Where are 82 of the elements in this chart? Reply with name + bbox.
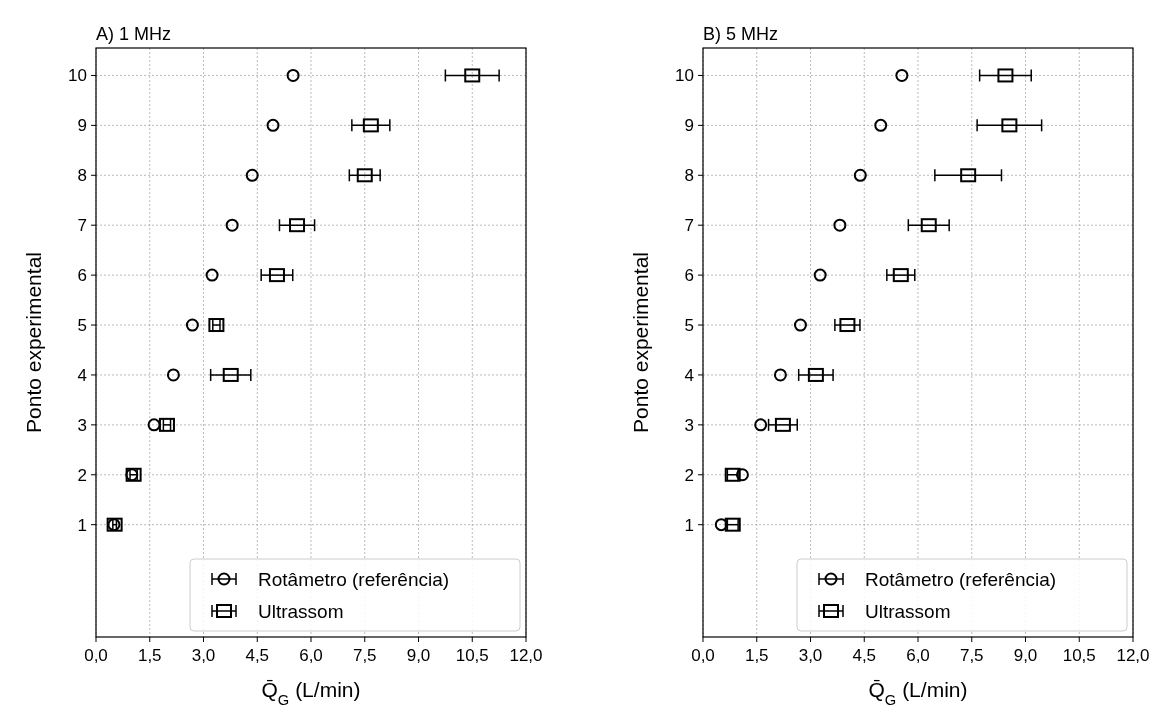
point xyxy=(268,268,285,283)
point xyxy=(997,68,1014,83)
point xyxy=(205,268,219,282)
x-axis-title: Q̄$_{G}$ (L/min) xyxy=(868,678,968,708)
point xyxy=(222,367,239,382)
point xyxy=(754,418,768,432)
point xyxy=(245,168,259,182)
y-tick-label: 1 xyxy=(77,515,87,535)
y-tick-label: 3 xyxy=(684,415,694,435)
point xyxy=(289,218,306,233)
point xyxy=(356,168,373,183)
y-tick-label: 9 xyxy=(684,116,694,136)
x-tick-label: 9,0 xyxy=(406,646,431,665)
legend-label: Ultrassom xyxy=(865,601,951,622)
y-tick-label: 8 xyxy=(77,166,87,186)
y-tick-label: 6 xyxy=(684,266,694,286)
point xyxy=(147,418,161,432)
legend-label: Rotâmetro (referência) xyxy=(865,569,1057,590)
point xyxy=(920,218,937,233)
x-axis-title: Q̄$_{G}$ (L/min) xyxy=(261,678,361,708)
point xyxy=(773,368,787,382)
y-tick-label: 7 xyxy=(77,216,87,236)
point xyxy=(892,268,909,283)
point xyxy=(158,417,175,432)
point xyxy=(813,268,827,282)
point xyxy=(185,318,199,332)
x-tick-label: 1,5 xyxy=(137,646,162,665)
y-tick-label: 3 xyxy=(77,415,87,435)
x-tick-label: 0,0 xyxy=(84,646,108,665)
point xyxy=(793,318,807,332)
point xyxy=(853,168,867,182)
y-tick-label: 4 xyxy=(77,365,87,385)
y-tick-label: 2 xyxy=(77,465,87,485)
x-tick-label: 9,0 xyxy=(1013,646,1038,665)
x-tick-label: 3,0 xyxy=(798,646,823,665)
y-tick-label: 9 xyxy=(77,116,87,136)
point xyxy=(774,417,791,432)
point xyxy=(1001,118,1018,133)
chart-title: B) 5 MHz xyxy=(703,24,779,44)
point xyxy=(286,68,300,82)
point xyxy=(714,518,728,532)
y-tick-label: 5 xyxy=(684,316,694,336)
y-tick-label: 6 xyxy=(77,266,87,286)
x-tick-label: 10,5 xyxy=(1062,646,1096,665)
y-tick-label: 2 xyxy=(684,465,694,485)
y-tick-label: 5 xyxy=(77,316,87,336)
x-tick-label: 7,5 xyxy=(352,646,377,665)
y-tick-label: 7 xyxy=(684,216,694,236)
x-tick-label: 12,0 xyxy=(1116,646,1150,665)
y-tick-label: 10 xyxy=(68,66,87,86)
y-axis-title: Ponto experimental xyxy=(629,252,652,433)
x-tick-label: 7,5 xyxy=(959,646,984,665)
point xyxy=(839,318,856,333)
chart-title: A) 1 MHz xyxy=(96,24,172,44)
legend-label: Rotâmetro (referência) xyxy=(258,569,450,590)
point xyxy=(807,367,824,382)
legend-label: Ultrassom xyxy=(258,601,344,622)
point xyxy=(266,118,280,132)
y-tick-label: 8 xyxy=(684,166,694,186)
point xyxy=(735,468,749,482)
point xyxy=(362,118,379,133)
point xyxy=(895,68,909,82)
x-tick-label: 4,5 xyxy=(245,646,270,665)
x-tick-label: 3,0 xyxy=(191,646,216,665)
point xyxy=(225,218,239,232)
point xyxy=(833,218,847,232)
y-tick-label: 4 xyxy=(684,365,694,385)
point xyxy=(464,68,481,83)
point xyxy=(960,168,977,183)
point xyxy=(208,318,225,333)
x-tick-label: 0,0 xyxy=(691,646,715,665)
x-tick-label: 6,0 xyxy=(906,646,930,665)
x-tick-label: 6,0 xyxy=(299,646,323,665)
x-tick-label: 10,5 xyxy=(455,646,489,665)
point xyxy=(874,118,888,132)
y-axis-title: Ponto experimental xyxy=(22,252,45,433)
x-tick-label: 12,0 xyxy=(509,646,543,665)
y-tick-label: 10 xyxy=(675,66,694,86)
y-tick-label: 1 xyxy=(684,515,694,535)
point xyxy=(166,368,180,382)
x-tick-label: 1,5 xyxy=(744,646,769,665)
x-tick-label: 4,5 xyxy=(852,646,877,665)
